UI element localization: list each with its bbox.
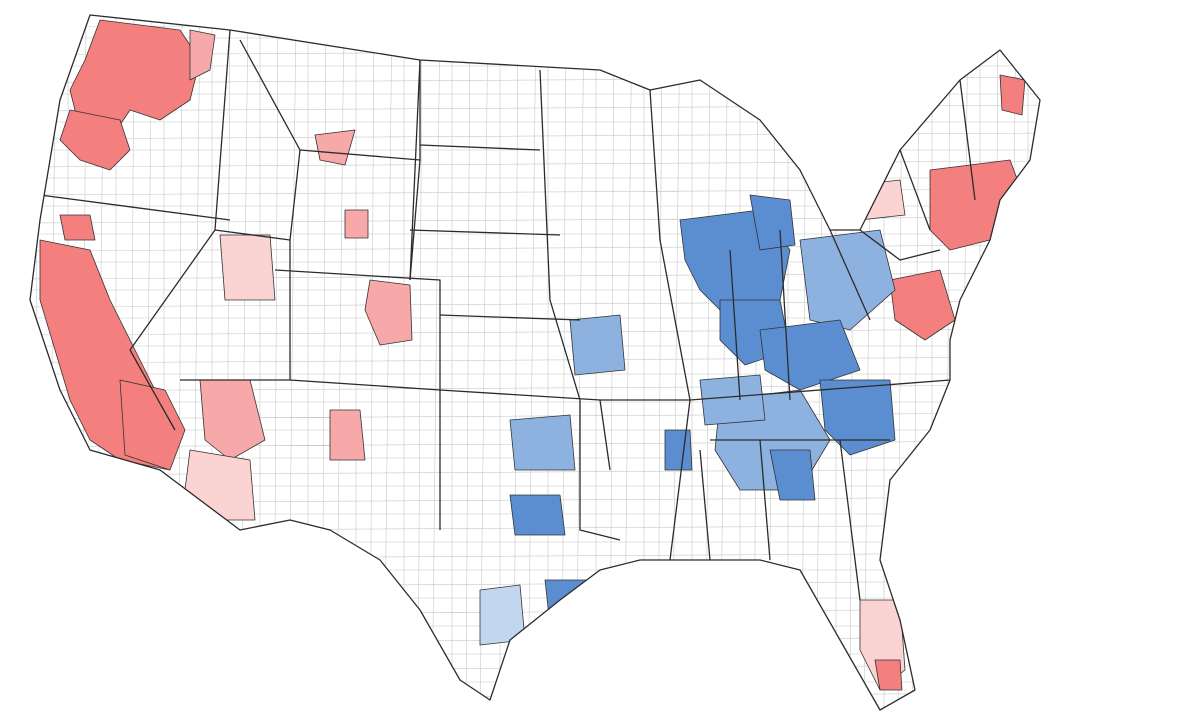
region-arizona-south [184,449,256,521]
region-houston-blue [544,579,596,626]
region-utah-pocket [329,409,366,461]
region-nevada-utah-pockets [219,234,276,301]
region-tennessee-blue [699,374,766,426]
region-colorado-front-range [364,279,413,346]
region-layer [39,19,1026,691]
region-appalachia [799,229,896,331]
region-carolinas-blue [819,379,896,456]
region-georgia-blue [769,449,816,501]
region-norcal [59,214,96,241]
region-montana-pocket [314,129,356,166]
region-texas-blue [509,494,566,536]
region-northeast-corridor [929,159,1026,251]
region-socal-desert [119,379,186,471]
region-michigan-blue [749,194,796,251]
region-mississippi-blue [664,429,693,471]
region-gulf-coast-mixed [479,584,526,646]
region-wyoming-pocket [344,209,369,239]
region-upstate-ny [854,179,906,221]
country-outline [29,14,1041,711]
region-mid-atlantic [889,269,956,341]
region-florida-south [874,659,903,691]
region-maine-pocket [999,74,1026,116]
region-louisiana-pink [629,564,711,606]
state-boundaries [39,29,976,601]
region-southern-arizona [199,379,266,461]
region-oklahoma-blue [509,414,576,471]
region-washington-east [189,29,216,81]
region-oregon-west [59,109,131,171]
region-missouri-blue [569,314,626,376]
